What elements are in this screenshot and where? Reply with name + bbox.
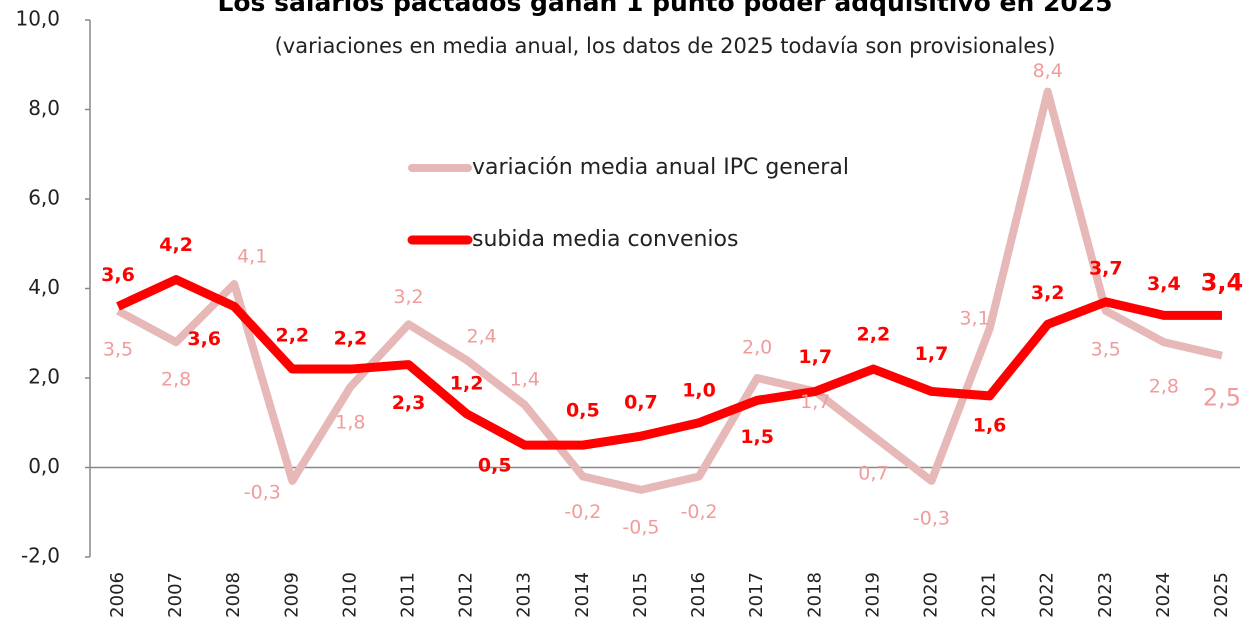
x-tick-label: 2009 <box>281 572 302 618</box>
data-label: 2,3 <box>392 392 426 414</box>
data-label: 2,8 <box>1149 376 1179 398</box>
data-label: 2,5 <box>1203 384 1241 412</box>
data-label: -0,2 <box>564 501 601 523</box>
y-tick-label: 0,0 <box>28 454 60 478</box>
x-tick-label: 2015 <box>630 572 651 618</box>
data-label: 1,7 <box>798 346 832 368</box>
data-label: 3,5 <box>103 338 133 360</box>
data-label: 3,4 <box>1147 273 1181 295</box>
data-label: 1,4 <box>510 368 540 390</box>
data-label: 1,6 <box>973 414 1007 436</box>
y-tick-label: 8,0 <box>28 96 60 120</box>
x-tick-label: 2023 <box>1095 572 1116 618</box>
y-tick-label: 2,0 <box>28 365 60 389</box>
x-tick-label: 2019 <box>862 572 883 618</box>
x-tick-label: 2017 <box>746 572 767 618</box>
x-tick-label: 2021 <box>979 572 1000 618</box>
x-tick-label: 2024 <box>1153 572 1174 618</box>
data-label: -0,3 <box>913 507 950 529</box>
data-label: 1,2 <box>450 372 484 394</box>
data-label: 8,4 <box>1033 60 1063 82</box>
legend-label: variación media anual IPC general <box>472 155 849 180</box>
series-line <box>116 87 1223 494</box>
data-label: 1,8 <box>335 411 365 433</box>
data-label: 0,7 <box>858 463 888 485</box>
data-label: 3,5 <box>1091 338 1121 360</box>
data-label: 3,1 <box>959 307 989 329</box>
data-label: 1,7 <box>915 343 949 365</box>
data-label: 1,7 <box>800 391 830 413</box>
data-label: 3,4 <box>1201 268 1244 296</box>
data-label: -0,2 <box>681 501 718 523</box>
data-label: 4,1 <box>237 246 267 268</box>
data-label: 3,2 <box>393 286 423 308</box>
y-tick-label: 10,0 <box>15 7 60 31</box>
data-label: 3,6 <box>101 264 135 286</box>
data-label: 2,4 <box>467 326 497 348</box>
data-label: 3,6 <box>187 328 221 350</box>
data-label: 0,5 <box>478 455 512 477</box>
y-tick-label: 6,0 <box>28 186 60 210</box>
data-label: 1,0 <box>682 379 716 401</box>
data-label: 4,2 <box>159 234 193 256</box>
x-tick-label: 2006 <box>107 572 128 618</box>
x-tick-label: 2016 <box>688 572 709 618</box>
x-tick-label: 2018 <box>804 572 825 618</box>
y-tick-label: 4,0 <box>28 275 60 299</box>
data-label: 1,5 <box>740 426 774 448</box>
x-tick-label: 2007 <box>165 572 186 618</box>
data-label: 3,2 <box>1031 282 1065 304</box>
data-label: -0,5 <box>622 516 659 538</box>
data-label: 0,5 <box>566 400 600 422</box>
x-tick-label: 2025 <box>1211 572 1232 618</box>
data-label: 2,8 <box>161 369 191 391</box>
series-line <box>116 275 1222 450</box>
y-tick-label: -2,0 <box>21 544 60 568</box>
data-label: 0,7 <box>624 392 658 414</box>
x-tick-label: 2010 <box>339 572 360 618</box>
x-tick-label: 2014 <box>572 572 593 618</box>
x-tick-label: 2008 <box>223 572 244 618</box>
x-tick-label: 2011 <box>398 572 419 618</box>
x-tick-label: 2012 <box>456 572 477 618</box>
x-tick-label: 2013 <box>514 572 535 618</box>
data-label: -0,3 <box>244 481 281 503</box>
data-label: 3,7 <box>1089 257 1123 279</box>
chart-subtitle: (variaciones en media anual, los datos d… <box>275 34 1056 58</box>
data-label: 2,2 <box>857 324 891 346</box>
data-label: 2,2 <box>334 328 368 350</box>
x-tick-label: 2020 <box>920 572 941 618</box>
legend-label: subida media convenios <box>472 227 738 252</box>
data-label: 2,0 <box>742 337 772 359</box>
data-label: 2,2 <box>275 325 309 347</box>
x-tick-label: 2022 <box>1037 572 1058 618</box>
chart-title: Los salarios pactados ganan 1 punto pode… <box>217 0 1112 17</box>
